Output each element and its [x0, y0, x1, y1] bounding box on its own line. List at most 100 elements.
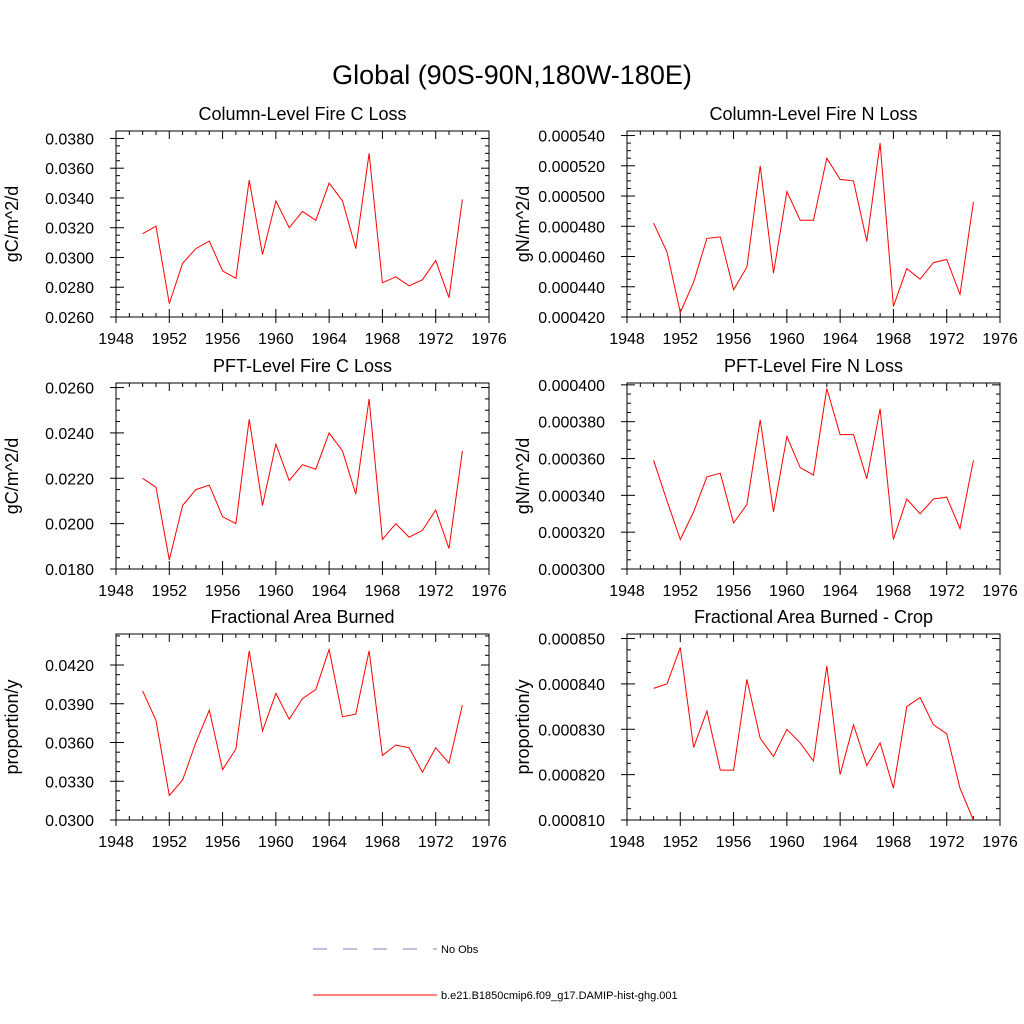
x-tick-label: 1972 — [929, 834, 965, 851]
y-tick-label: 0.000480 — [538, 219, 605, 236]
x-tick-label: 1964 — [311, 583, 347, 600]
x-tick-label: 1964 — [822, 834, 858, 851]
panel-1: Column-Level Fire C Loss gC/m^2/d 1948 1952… — [2, 104, 507, 348]
x-tick-label: 1960 — [258, 834, 294, 851]
x-tick-label: 1952 — [151, 331, 187, 348]
plot-frame — [626, 130, 1001, 318]
x-tick-label: 1972 — [929, 331, 965, 348]
x-tick-label: 1968 — [876, 331, 912, 348]
x-tick-label: 1952 — [662, 834, 698, 851]
x-tick-label: 1968 — [876, 834, 912, 851]
y-tick-label: 0.000830 — [538, 722, 605, 739]
y-tick-label: 0.000360 — [538, 452, 605, 469]
figure-title: Global (90S-90N,180W-180E) — [332, 60, 692, 90]
plot-frame — [115, 130, 490, 318]
y-axis-label: gN/m^2/d — [513, 186, 533, 262]
panel-4: PFT-Level Fire N Loss gN/m^2/d 1948 1952 195… — [513, 356, 1018, 600]
x-tick-label: 1968 — [365, 583, 401, 600]
y-tick-label: 0.0180 — [45, 562, 94, 579]
y-axis-label: gC/m^2/d — [2, 186, 22, 262]
y-axis-label: gC/m^2/d — [2, 438, 22, 514]
y-tick-label: 0.0340 — [45, 191, 94, 208]
y-tick-label: 0.000300 — [538, 562, 605, 579]
x-tick-label: 1976 — [982, 331, 1018, 348]
panel-2: Column-Level Fire N Loss gN/m^2/d 1948 1952… — [513, 104, 1018, 348]
series-line — [653, 647, 974, 821]
plot-frame — [626, 382, 1001, 570]
x-tick-label: 1972 — [418, 834, 454, 851]
x-tick-label: 1976 — [471, 331, 507, 348]
panel-title: Fractional Area Burned - Crop — [694, 607, 933, 627]
x-tick-label: 1976 — [982, 583, 1018, 600]
y-tick-label: 0.000820 — [538, 768, 605, 785]
x-tick-label: 1948 — [609, 331, 645, 348]
legend-label-no-obs: No Obs — [441, 944, 479, 956]
y-tick-label: 0.0300 — [45, 250, 94, 267]
y-tick-label: 0.0220 — [45, 471, 94, 488]
y-tick-label: 0.000440 — [538, 280, 605, 297]
y-tick-label: 0.000420 — [538, 310, 605, 327]
x-tick-label: 1956 — [716, 331, 752, 348]
panel-title: Column-Level Fire C Loss — [198, 104, 406, 124]
y-tick-label: 0.0360 — [45, 736, 94, 753]
y-tick-label: 0.000380 — [538, 415, 605, 432]
panel-title: PFT-Level Fire N Loss — [724, 356, 903, 376]
y-tick-label: 0.000520 — [538, 159, 605, 176]
panel-5: Fractional Area Burned proportion/y 1948 19… — [2, 607, 507, 851]
x-tick-label: 1976 — [471, 583, 507, 600]
x-tick-label: 1968 — [365, 834, 401, 851]
panel-title: Fractional Area Burned — [210, 607, 394, 627]
x-tick-label: 1972 — [418, 331, 454, 348]
y-tick-label: 0.000540 — [538, 129, 605, 146]
x-tick-label: 1964 — [822, 583, 858, 600]
y-axis-label: gN/m^2/d — [513, 438, 533, 514]
x-tick-label: 1948 — [609, 834, 645, 851]
panel-title: PFT-Level Fire C Loss — [213, 356, 392, 376]
x-tick-label: 1964 — [822, 331, 858, 348]
x-tick-label: 1956 — [205, 834, 241, 851]
y-tick-label: 0.000500 — [538, 189, 605, 206]
y-tick-label: 0.000320 — [538, 525, 605, 542]
y-tick-label: 0.000340 — [538, 488, 605, 505]
x-tick-label: 1948 — [98, 583, 134, 600]
series-line — [142, 153, 463, 304]
y-tick-label: 0.0330 — [45, 774, 94, 791]
series-line — [653, 388, 974, 541]
x-tick-label: 1948 — [98, 331, 134, 348]
x-tick-label: 1956 — [205, 331, 241, 348]
y-tick-label: 0.0200 — [45, 517, 94, 534]
y-tick-label: 0.0300 — [45, 813, 94, 830]
y-tick-label: 0.0280 — [45, 280, 94, 297]
y-axis-label: proportion/y — [2, 679, 22, 774]
y-tick-label: 0.000840 — [538, 677, 605, 694]
x-tick-label: 1952 — [662, 583, 698, 600]
y-tick-label: 0.0320 — [45, 221, 94, 238]
series-line — [653, 143, 974, 315]
x-tick-label: 1976 — [982, 834, 1018, 851]
x-tick-label: 1960 — [258, 331, 294, 348]
x-tick-label: 1976 — [471, 834, 507, 851]
x-tick-label: 1960 — [258, 583, 294, 600]
panels: Column-Level Fire C Loss gC/m^2/d 1948 1952… — [2, 104, 1018, 851]
legend: No Obs b.e21.B1850cmip6.f09_g17.DAMIP-hi… — [313, 944, 678, 1002]
y-tick-label: 0.0390 — [45, 697, 94, 714]
x-tick-label: 1960 — [769, 834, 805, 851]
y-tick-label: 0.000460 — [538, 250, 605, 267]
x-tick-label: 1956 — [716, 583, 752, 600]
y-tick-label: 0.000810 — [538, 813, 605, 830]
panel-3: PFT-Level Fire C Loss gC/m^2/d 1948 1952 195… — [2, 356, 507, 600]
x-tick-label: 1956 — [716, 834, 752, 851]
x-tick-label: 1956 — [205, 583, 241, 600]
x-tick-label: 1972 — [418, 583, 454, 600]
x-tick-label: 1948 — [98, 834, 134, 851]
plot-frame — [115, 382, 490, 570]
series-line — [142, 647, 463, 797]
panel-title: Column-Level Fire N Loss — [709, 104, 917, 124]
panel-6: Fractional Area Burned - Crop proportion/… — [513, 607, 1018, 851]
y-tick-label: 0.0420 — [45, 658, 94, 675]
x-tick-label: 1964 — [311, 331, 347, 348]
plot-frame — [626, 633, 1001, 821]
x-tick-label: 1952 — [151, 583, 187, 600]
x-tick-label: 1960 — [769, 583, 805, 600]
